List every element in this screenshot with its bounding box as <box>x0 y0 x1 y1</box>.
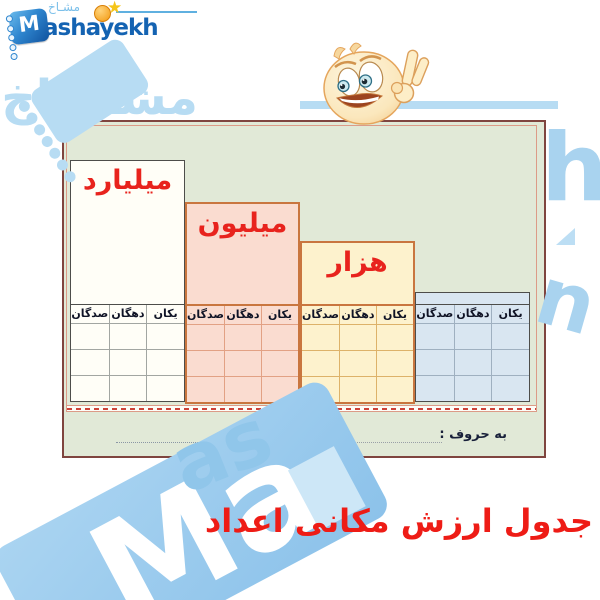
table-cell[interactable] <box>302 376 339 402</box>
table-cell[interactable] <box>224 324 261 350</box>
table-cell[interactable] <box>491 323 529 349</box>
table-cell[interactable] <box>71 323 109 349</box>
table-cell[interactable] <box>146 349 184 375</box>
table-cell[interactable] <box>71 349 109 375</box>
table-cell[interactable] <box>453 375 492 401</box>
arabic-watermark-text: مشــــاخ <box>1 70 198 126</box>
notebook-logo-icon: M <box>5 7 50 61</box>
column-header-tens: دهگان <box>224 306 261 324</box>
column-header-hundreds: صدگان <box>187 308 224 321</box>
logo-arabic-text: مشـاخ <box>48 0 81 14</box>
column-header-ones: یکان <box>491 305 529 323</box>
table-cell[interactable] <box>491 375 529 401</box>
table-cell[interactable] <box>376 324 413 350</box>
in-digits-label: به عدد : <box>258 427 309 442</box>
logo-brand-text: ashayekh <box>43 15 159 41</box>
section-million: میلیون صدگان دهگان یکان <box>185 202 300 404</box>
table-cell[interactable] <box>187 350 224 376</box>
column-header-hundreds: صدگان <box>71 307 109 320</box>
table-cell[interactable] <box>224 350 261 376</box>
table-cell[interactable] <box>108 349 147 375</box>
smiley-mascot-icon <box>323 42 430 125</box>
table-cell[interactable] <box>108 375 147 401</box>
table-cell[interactable] <box>71 375 109 401</box>
table-cell[interactable] <box>339 350 376 376</box>
section-thousand-title: هزار <box>302 243 413 306</box>
column-header-tens: دهگان <box>108 305 147 323</box>
table-cell[interactable] <box>146 323 184 349</box>
table-cell[interactable] <box>453 349 492 375</box>
table-cell[interactable] <box>187 376 224 402</box>
column-header-ones: یکان <box>146 305 184 323</box>
table-cell[interactable] <box>339 324 376 350</box>
table-cell[interactable] <box>453 323 492 349</box>
in-words-label: به حروف : <box>439 427 507 442</box>
in-words-answer-line[interactable] <box>312 441 442 443</box>
logo-line <box>116 11 197 13</box>
section-ones-title <box>416 293 529 305</box>
table-cell[interactable] <box>302 350 339 376</box>
mashayekh-logo: مشـاخ ★ ashayekh M <box>4 0 204 61</box>
column-header-ones: یکان <box>261 306 298 324</box>
table-cell[interactable] <box>376 376 413 402</box>
table-cell[interactable] <box>339 376 376 402</box>
logo-emoji-icon <box>94 5 111 22</box>
spiral-rings-icon <box>5 14 18 61</box>
table-cell[interactable] <box>224 376 261 402</box>
table-cell[interactable] <box>416 323 454 349</box>
column-header-hundreds: صدگان <box>416 307 454 320</box>
section-thousand: هزار صدگان دهگان یکان <box>300 241 415 404</box>
watermark-triangle <box>556 228 575 245</box>
table-cell[interactable] <box>261 324 298 350</box>
table-cell[interactable] <box>108 323 147 349</box>
inner-frame <box>66 125 537 412</box>
section-million-title: میلیون <box>187 204 298 306</box>
section-billion: میلیارد صدگان دهگان یکان <box>70 160 185 402</box>
in-digits-answer-line[interactable] <box>116 441 202 443</box>
table-cell[interactable] <box>302 324 339 350</box>
logo-m-letter: M <box>17 10 41 38</box>
table-cell[interactable] <box>416 375 454 401</box>
table-cell[interactable] <box>491 349 529 375</box>
table-cell[interactable] <box>261 350 298 376</box>
column-header-hundreds: صدگان <box>302 308 339 321</box>
column-header-ones: یکان <box>376 306 413 324</box>
page-title: جدول ارزش مکانی اعداد <box>204 502 593 540</box>
table-cell[interactable] <box>416 349 454 375</box>
section-ones: صدگان دهگان یکان <box>415 292 530 402</box>
column-header-tens: دهگان <box>453 305 492 323</box>
table-cell[interactable] <box>376 350 413 376</box>
table-cell[interactable] <box>187 324 224 350</box>
column-header-tens: دهگان <box>339 306 376 324</box>
table-cell[interactable] <box>261 376 298 402</box>
watermark-letter-h: h <box>541 114 600 223</box>
dashed-divider <box>67 405 536 412</box>
table-cell[interactable] <box>146 375 184 401</box>
section-billion-title: میلیارد <box>71 161 184 305</box>
